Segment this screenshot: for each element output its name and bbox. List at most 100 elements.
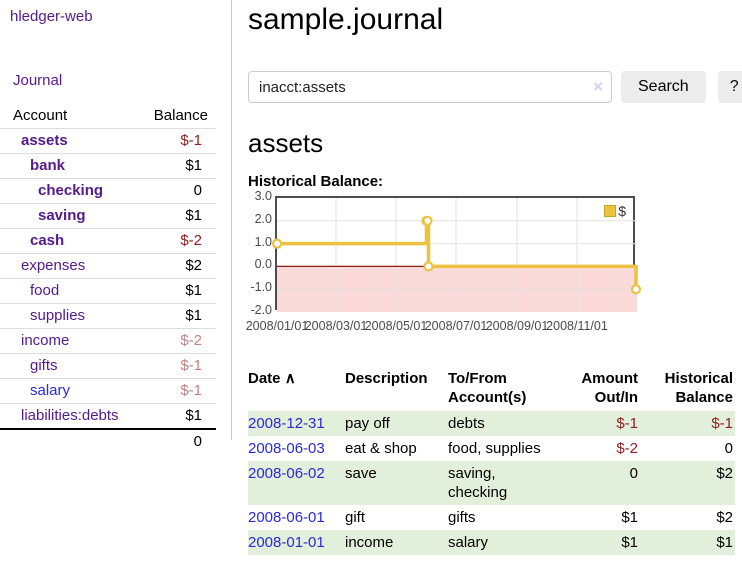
- col-description: Description: [345, 367, 448, 411]
- account-row-cash: cash $-2: [0, 228, 216, 254]
- transaction-amount: $-1: [560, 411, 640, 436]
- col-tofrom-accounts: To/From Account(s): [448, 367, 560, 411]
- transaction-date-link[interactable]: 2008-06-03: [248, 440, 325, 457]
- account-link-cash[interactable]: cash: [30, 232, 65, 249]
- search-input[interactable]: [248, 71, 612, 103]
- y-axis-tick-label: -2.0: [250, 303, 272, 317]
- accounts-col-account: Account: [13, 107, 68, 124]
- account-balance: $2: [185, 257, 202, 274]
- account-link-liabilities-debts[interactable]: liabilities:debts: [21, 407, 119, 424]
- chart-plot-svg: [271, 198, 642, 312]
- clear-search-icon[interactable]: ×: [593, 77, 603, 96]
- hledger-web-app: hledger-web Journal Account Balance asse…: [0, 0, 742, 555]
- accounts-header-row: Account Balance: [0, 104, 216, 129]
- accounts-col-balance: Balance: [153, 107, 208, 124]
- search-input-wrap: ×: [248, 71, 612, 103]
- nav-journal-link[interactable]: Journal: [13, 72, 63, 89]
- account-link-checking[interactable]: checking: [38, 182, 104, 199]
- account-link-expenses[interactable]: expenses: [21, 257, 86, 274]
- chart-title: Historical Balance:: [248, 173, 384, 190]
- y-axis-tick-label: 3.0: [254, 189, 272, 203]
- x-axis-tick-label: 2008/03/01: [304, 319, 368, 333]
- help-button[interactable]: ?: [717, 71, 742, 103]
- col-tofrom-label-1: To/From: [448, 370, 507, 387]
- account-balance: $1: [185, 207, 202, 224]
- account-row-salary: salary $-1: [0, 378, 216, 404]
- col-date[interactable]: Date ∧: [248, 367, 345, 411]
- transaction-date-link[interactable]: 2008-12-31: [248, 415, 325, 432]
- legend-label: $: [618, 203, 626, 219]
- y-axis-tick-label: 2.0: [254, 211, 272, 226]
- account-row-checking: checking 0: [0, 178, 216, 204]
- account-link-salary[interactable]: salary: [30, 382, 71, 399]
- account-row-food: food $1: [0, 278, 216, 304]
- col-amount-label-2: Out/In: [594, 389, 638, 406]
- y-axis-tick-label: 0.0: [254, 257, 272, 272]
- transaction-accounts: salary: [448, 530, 560, 555]
- transaction-amount: $1: [621, 509, 638, 526]
- x-axis-tick-label: 2008/09/01: [485, 319, 549, 333]
- transaction-amount: $1: [560, 530, 640, 555]
- col-amount-outin: Amount Out/In: [560, 367, 640, 411]
- page-title: sample.journal: [248, 3, 444, 36]
- account-link-gifts[interactable]: gifts: [30, 357, 58, 374]
- account-row-bank: bank $1: [0, 153, 216, 179]
- y-axis-tick-label: 1.0: [254, 234, 272, 249]
- accounts-total-balance: 0: [193, 433, 202, 450]
- chart-legend: $: [602, 202, 628, 220]
- account-balance: $1: [185, 307, 202, 324]
- transactions-table: Date ∧ Description To/From Account(s) Am…: [248, 367, 735, 555]
- account-balance: $1: [185, 407, 202, 424]
- transactions-header-row: Date ∧ Description To/From Account(s) Am…: [248, 367, 735, 411]
- balance-chart: $ 2008/01/01 2008/03/01 2008/05/01 2008/07/…: [246, 189, 742, 346]
- col-date-label: Date: [248, 370, 281, 387]
- account-link-saving[interactable]: saving: [38, 207, 86, 224]
- account-link-assets[interactable]: assets: [21, 132, 68, 149]
- col-balance-label-1: Historical: [664, 370, 733, 387]
- transaction-date-link[interactable]: 2008-01-01: [248, 534, 325, 551]
- transaction-accounts: gifts: [448, 509, 476, 526]
- transaction-balance: $1: [640, 530, 735, 555]
- app-title-link[interactable]: hledger-web: [10, 8, 93, 25]
- account-balance: $1: [185, 282, 202, 299]
- transaction-date-link[interactable]: 2008-06-01: [248, 509, 325, 526]
- account-balance: $-2: [180, 232, 202, 249]
- x-axis-tick-label: 2008/05/01: [364, 319, 428, 333]
- account-link-food[interactable]: food: [30, 282, 60, 299]
- x-axis-tick-label: 2008/11/01: [546, 319, 608, 333]
- account-row-gifts: gifts $-1: [0, 353, 216, 379]
- main-content: sample.journal × Search ? assets Histori…: [232, 0, 742, 555]
- account-balance: $-1: [180, 357, 202, 374]
- account-link-supplies[interactable]: supplies: [30, 307, 86, 324]
- transaction-accounts: food, supplies: [448, 440, 541, 457]
- transaction-description: eat & shop: [345, 440, 417, 457]
- transaction-balance: 0: [724, 440, 733, 457]
- transaction-row: 2008-06-02 save saving, checking 0 $2: [248, 461, 735, 505]
- account-row-supplies: supplies $1: [0, 303, 216, 329]
- transaction-date-link[interactable]: 2008-06-02: [248, 465, 325, 482]
- col-balance-label-2: Balance: [675, 389, 733, 406]
- transaction-amount: $-2: [616, 440, 638, 457]
- legend-swatch-icon: [604, 205, 617, 217]
- col-tofrom-label-2: Account(s): [448, 389, 527, 406]
- col-description-label: Description: [345, 370, 428, 387]
- account-balance: 0: [193, 182, 202, 199]
- transaction-accounts: debts: [448, 411, 560, 436]
- account-link-income[interactable]: income: [21, 332, 70, 349]
- y-axis-tick-label: -1.0: [250, 280, 272, 295]
- transaction-balance: $2: [716, 509, 733, 526]
- search-button[interactable]: Search: [621, 71, 706, 103]
- account-balance: $1: [185, 157, 202, 174]
- account-row-expenses: expenses $2: [0, 253, 216, 279]
- transaction-row: 2008-06-03 eat & shop food, supplies $-2…: [248, 436, 735, 461]
- sort-asc-icon: ∧: [284, 370, 296, 387]
- accounts-total-row: 0: [0, 429, 216, 454]
- account-balance: $-2: [180, 332, 202, 349]
- transaction-balance: $2: [640, 461, 735, 505]
- account-link-bank[interactable]: bank: [30, 157, 66, 174]
- account-balance: $-1: [180, 382, 202, 399]
- transaction-description: gift: [345, 509, 366, 526]
- transaction-balance: $-1: [640, 411, 735, 436]
- account-row-assets: assets $-1: [0, 128, 216, 154]
- chart-plot: $: [271, 196, 642, 312]
